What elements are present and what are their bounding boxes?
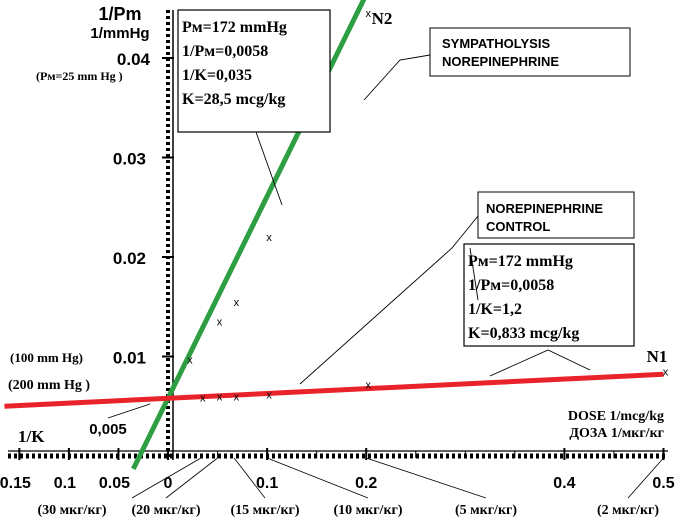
info-box-line: Pм=172 mmHg <box>468 253 573 270</box>
info-box-line: 1/K=1,2 <box>468 301 522 318</box>
series-label: NOREPINEPHRINE <box>486 201 603 216</box>
data-point: x <box>365 8 371 20</box>
label-box <box>429 27 631 77</box>
x-tick-label: 0.05 <box>99 475 130 492</box>
y-tick-label: 0.03 <box>113 150 146 169</box>
x-tick-label: 0.15 <box>0 475 31 492</box>
dose-label: (30 мкг/кг) <box>37 503 106 518</box>
y-pressure-label: (200 mm Hg ) <box>8 378 90 393</box>
y-intercept-label: 0,005 <box>89 421 127 438</box>
dose-leader-line <box>165 457 218 499</box>
x-tick-label: 0 <box>164 475 173 492</box>
info-box-line: 1/Pм=0,0058 <box>182 43 268 60</box>
info-box-line: 1/Pм=0,0058 <box>468 277 554 294</box>
data-point: x <box>217 391 223 403</box>
info-box-line: K=28,5 mcg/kg <box>182 91 285 108</box>
x-tick-label: 0.1 <box>256 475 278 492</box>
dose-label: (2 мкг/кг) <box>597 503 659 518</box>
data-point: x <box>266 232 272 244</box>
dose-label: (20 мкг/кг) <box>131 503 200 518</box>
dose-leader-line <box>627 457 664 499</box>
data-point: x <box>217 317 223 329</box>
series-line-n2 <box>131 0 367 471</box>
data-point: x <box>365 379 371 391</box>
x-tick-label: 0.5 <box>652 475 674 492</box>
dose-leader-line <box>131 457 202 499</box>
series-label: NOREPINEPHRINE <box>442 54 559 69</box>
y-tick-label: 0.04 <box>117 50 151 69</box>
dose-leader-line <box>266 457 369 499</box>
y-pressure-label: (100 mm Hg) <box>10 350 83 365</box>
x-axis-dose-label: DOSE 1/mcg/kg <box>568 409 664 424</box>
data-point: x <box>234 297 240 309</box>
x-tick-label: 0.4 <box>553 475 575 492</box>
series-line-n1 <box>4 371 664 409</box>
leader-line <box>299 215 479 385</box>
series-label: CONTROL <box>486 219 550 234</box>
dose-leader-line <box>233 457 266 499</box>
dose-label: (10 мкг/кг) <box>333 503 402 518</box>
series-label: SYMPATHOLYSIS <box>442 36 550 51</box>
info-box-line: K=0,833 mcg/kg <box>468 325 579 342</box>
x-axis-dose-label-ru: ДОЗА 1/мкг/кг <box>569 426 664 441</box>
info-box <box>463 243 635 347</box>
data-point: x <box>266 389 272 401</box>
y-tick-label: 0.01 <box>113 349 146 368</box>
series-name: N1 <box>647 347 668 366</box>
dose-leader-line <box>366 457 487 499</box>
x-tick-label: 0.2 <box>355 475 377 492</box>
leader-line <box>489 349 591 377</box>
data-point: x <box>200 392 206 404</box>
leader-line <box>363 54 431 101</box>
dose-label: (5 мкг/кг) <box>455 503 517 518</box>
y-axis-unit: 1/mmHg <box>90 25 149 42</box>
data-point: x <box>234 391 240 403</box>
dose-label: (15 мкг/кг) <box>230 503 299 518</box>
info-box-line: 1/K=0,035 <box>182 67 252 84</box>
label-box <box>477 191 635 239</box>
series-name: N2 <box>372 9 393 28</box>
data-point: x <box>663 366 669 378</box>
data-point: x <box>187 354 193 366</box>
y-pressure-label: (Pм=25 mm Hg ) <box>36 69 123 83</box>
leader-line <box>255 131 283 206</box>
leader-line <box>107 403 151 419</box>
info-box <box>177 9 331 133</box>
y-axis-title: 1/Pm <box>98 4 141 24</box>
x-tick-label: 0.1 <box>54 475 76 492</box>
leader-line <box>469 247 479 301</box>
y-tick-label: 0.02 <box>113 249 146 268</box>
info-box-line: Pм=172 mmHg <box>182 19 287 36</box>
x-axis-title: 1/K <box>18 427 45 446</box>
